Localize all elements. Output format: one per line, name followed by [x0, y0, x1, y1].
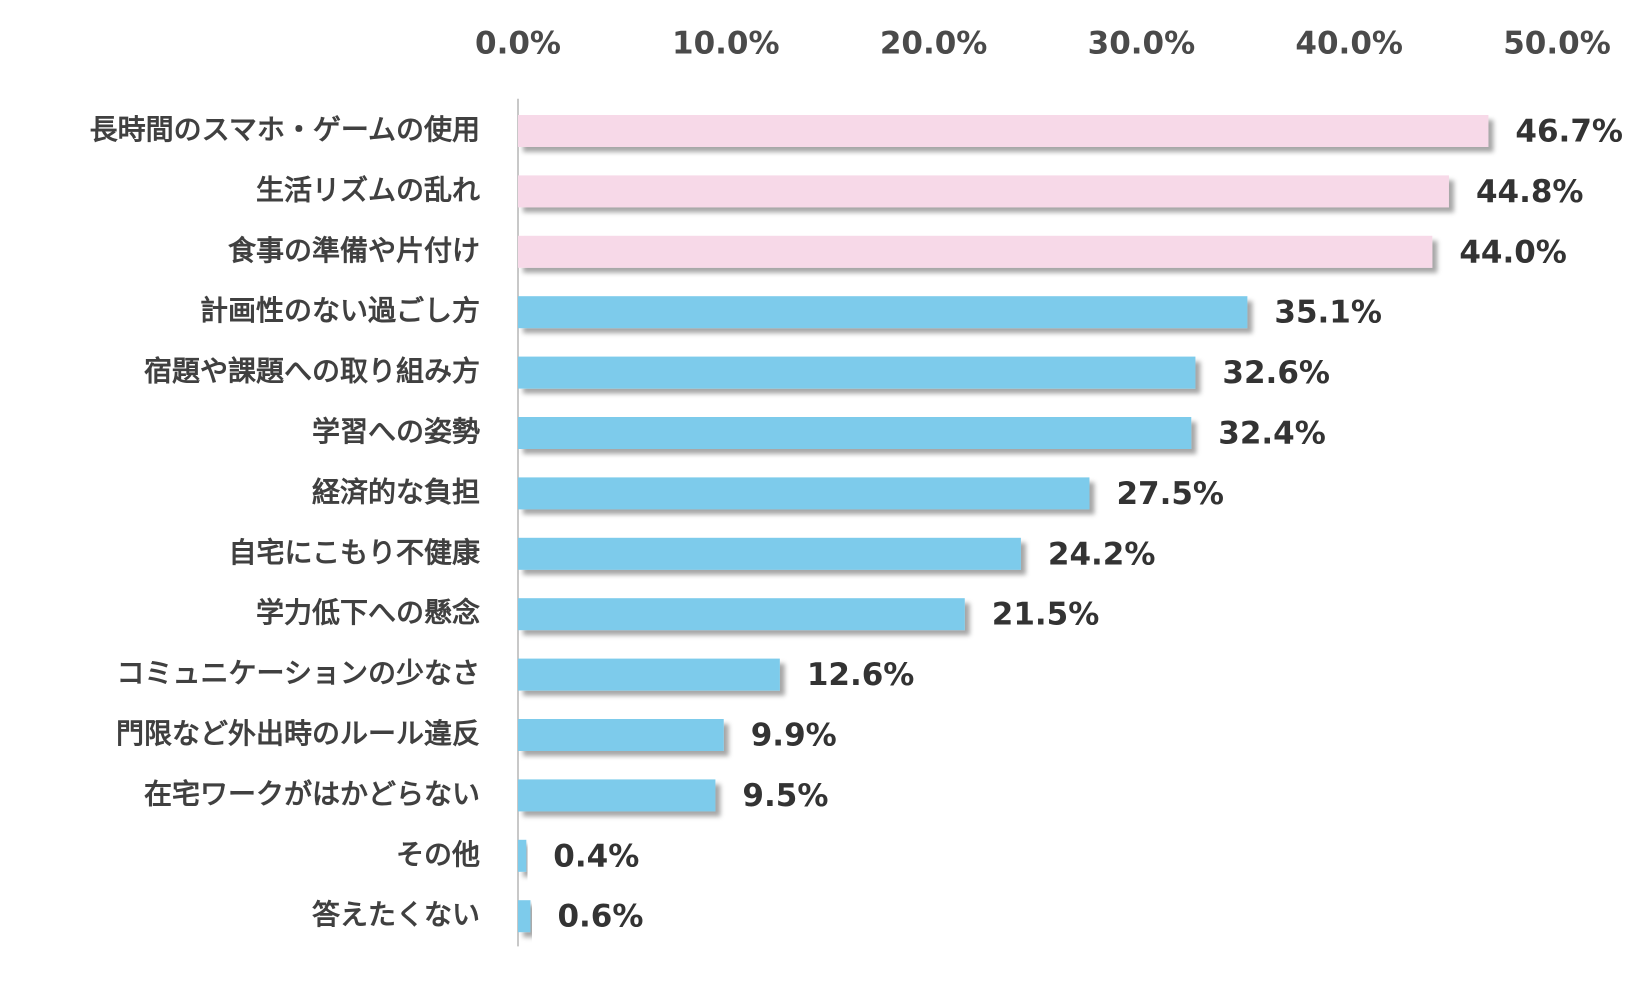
category-label: その他 [396, 838, 480, 871]
value-label: 24.2% [1048, 536, 1156, 572]
x-axis-ticks: 0.0% 10.0% 20.0% 30.0% 40.0% 50.0% [475, 26, 1611, 62]
x-tick-label: 40.0% [1295, 26, 1403, 62]
bar [518, 537, 1021, 570]
value-label: 44.0% [1459, 234, 1567, 270]
x-tick-label: 30.0% [1088, 26, 1196, 62]
value-label: 46.7% [1515, 114, 1623, 150]
category-label: 学習への姿勢 [312, 415, 480, 448]
value-label: 9.5% [742, 778, 828, 814]
bar [518, 900, 531, 933]
category-label: コミュニケーションの少なさ [117, 657, 480, 690]
x-tick-label: 10.0% [672, 26, 780, 62]
category-label: 計画性のない過ごし方 [200, 294, 480, 327]
category-label: 自宅にこもり不健康 [229, 536, 481, 569]
bar [518, 296, 1248, 329]
value-label: 9.9% [751, 718, 837, 754]
value-label: 32.4% [1218, 416, 1326, 452]
bar [518, 779, 716, 812]
category-label: 経済的な負担 [312, 475, 480, 508]
x-tick-label: 50.0% [1503, 26, 1611, 62]
value-label: 0.6% [557, 899, 643, 935]
category-label: 生活リズムの乱れ [256, 173, 480, 206]
category-label: 長時間のスマホ・ゲームの使用 [90, 113, 480, 146]
value-label: 21.5% [992, 597, 1100, 633]
bar [518, 719, 724, 751]
bars [518, 115, 1489, 933]
value-labels: 46.7% 44.8% 44.0% 35.1% 32.6% 32.4% 27.5% 24.2%… [553, 114, 1623, 935]
category-label: 答えたくない [312, 898, 480, 931]
bar [518, 598, 965, 631]
value-label: 44.8% [1476, 174, 1584, 210]
value-label: 0.4% [553, 838, 639, 874]
x-tick-label: 20.0% [880, 26, 988, 62]
bar [518, 477, 1090, 510]
value-label: 27.5% [1116, 476, 1224, 512]
bar [518, 839, 527, 872]
value-label: 12.6% [807, 657, 915, 693]
bar [518, 115, 1489, 147]
value-label: 35.1% [1274, 295, 1382, 331]
category-label: 宿題や課題への取り組み方 [144, 355, 480, 388]
category-label: 門限など外出時のルール違反 [116, 717, 480, 750]
bar [518, 658, 780, 691]
bar [518, 175, 1449, 208]
category-labels: 長時間のスマホ・ゲームの使用生活リズムの乱れ食事の準備や片付け計画性のない過ごし… [90, 113, 481, 931]
x-tick-label: 0.0% [475, 26, 561, 62]
value-label: 32.6% [1222, 355, 1330, 391]
category-label: 学力低下への懸念 [256, 596, 480, 629]
category-label: 食事の準備や片付け [228, 234, 480, 267]
category-label: 在宅ワークがはかどらない [144, 777, 480, 810]
bar [518, 235, 1433, 268]
bar [518, 356, 1196, 389]
bar [518, 417, 1192, 449]
